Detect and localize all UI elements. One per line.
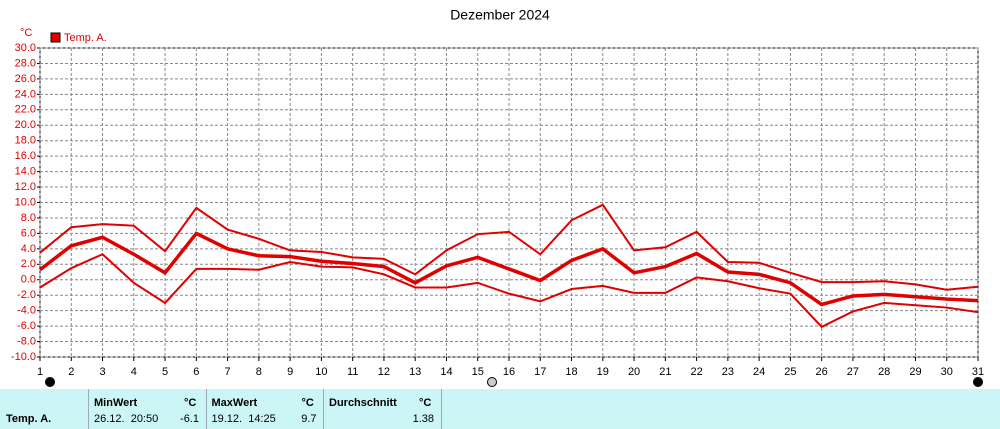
unit-label: °C [20,27,32,39]
scroll-marker [487,377,497,387]
y-tick-label: 12.0 [15,181,36,193]
y-tick-label: 10.0 [15,196,36,208]
column-header: MaxWert [211,397,258,409]
scroll-marker [45,377,55,387]
line-series [38,231,979,307]
x-tick-label: 27 [847,366,859,378]
x-tick-label: 21 [659,366,671,378]
legend-label: Temp. A. [64,32,107,44]
summary-table: Temp. A. MinWert °C 26.12. 20:50 -6.1 MaxWer… [0,389,1000,429]
cell-date: 26.12. 20:50 [94,413,159,425]
y-tick-label: 24.0 [15,88,36,100]
line-series [39,253,979,329]
y-tick-label: 16.0 [15,150,36,162]
x-tick-label: 6 [193,366,199,378]
x-tick-label: 20 [628,366,640,378]
column-divider [440,389,442,429]
x-tick-label: 11 [347,366,358,378]
y-tick-label: 0.0 [21,274,36,286]
x-tick-label: 16 [503,366,515,378]
cell-value: 1.38 [412,413,434,425]
x-tick-label: 4 [131,366,137,378]
y-tick-label: -8.0 [17,335,36,347]
x-tick-label: 12 [378,366,390,378]
y-tick-label: 14.0 [15,166,36,178]
x-tick-label: 31 [972,366,984,378]
x-tick-label: 8 [256,366,262,378]
x-tick-label: 25 [784,366,796,378]
y-tick-label: 26.0 [15,73,36,85]
x-tick-label: 13 [409,366,421,378]
x-tick-label: 10 [315,366,327,378]
y-tick-label: 20.0 [15,119,36,131]
column-header: MinWert [94,397,138,409]
y-tick-label: 30.0 [15,42,36,54]
x-tick-label: 19 [597,366,609,378]
x-tick-label: 30 [941,366,953,378]
row-label: Temp. A. [6,413,52,425]
x-tick-label: 24 [753,366,765,378]
y-tick-label: 4.0 [21,243,36,255]
cell-value: 9.7 [301,413,317,425]
line-series [39,203,979,291]
chart: Dezember 2024 °C Temp. A. 30.028.026.024… [11,7,984,387]
x-tick-label: 15 [472,366,484,378]
x-tick-label: 22 [690,366,702,378]
y-tick-label: 28.0 [15,57,36,69]
column-divider [205,389,207,429]
x-tick-label: 29 [909,366,921,378]
column-unit: °C [301,397,314,409]
x-tick-label: 2 [68,366,74,378]
column-unit: °C [184,397,197,409]
legend-swatch [50,32,61,43]
y-tick-label: 2.0 [21,258,36,270]
x-tick-label: 5 [162,366,168,378]
chart-title: Dezember 2024 [450,7,550,23]
y-tick-label: -2.0 [17,289,36,301]
scroll-marker [973,377,983,387]
cell-value: -6.1 [180,413,199,425]
x-tick-label: 1 [37,366,43,378]
y-tick-label: 22.0 [15,104,36,116]
x-tick-label: 14 [440,366,452,378]
x-tick-label: 18 [565,366,577,378]
x-tick-label: 9 [287,366,293,378]
y-tick-label: 6.0 [21,227,36,239]
column-divider [88,389,89,429]
x-tick-label: 17 [534,366,546,378]
y-tick-label: 8.0 [21,212,36,224]
y-tick-label: -10.0 [11,351,36,363]
column-divider [323,389,324,429]
x-tick-label: 26 [816,366,828,378]
x-tick-label: 28 [878,366,890,378]
column-header: Durchschnitt [329,397,397,409]
y-tick-label: 18.0 [15,135,36,147]
x-tick-label: 3 [99,366,105,378]
x-tick-label: 23 [722,366,734,378]
x-tick-label: 7 [225,366,231,378]
y-tick-label: -6.0 [17,320,36,332]
cell-date: 19.12. 14:25 [211,413,276,425]
y-tick-label: -4.0 [17,305,36,317]
column-unit: °C [419,397,432,409]
